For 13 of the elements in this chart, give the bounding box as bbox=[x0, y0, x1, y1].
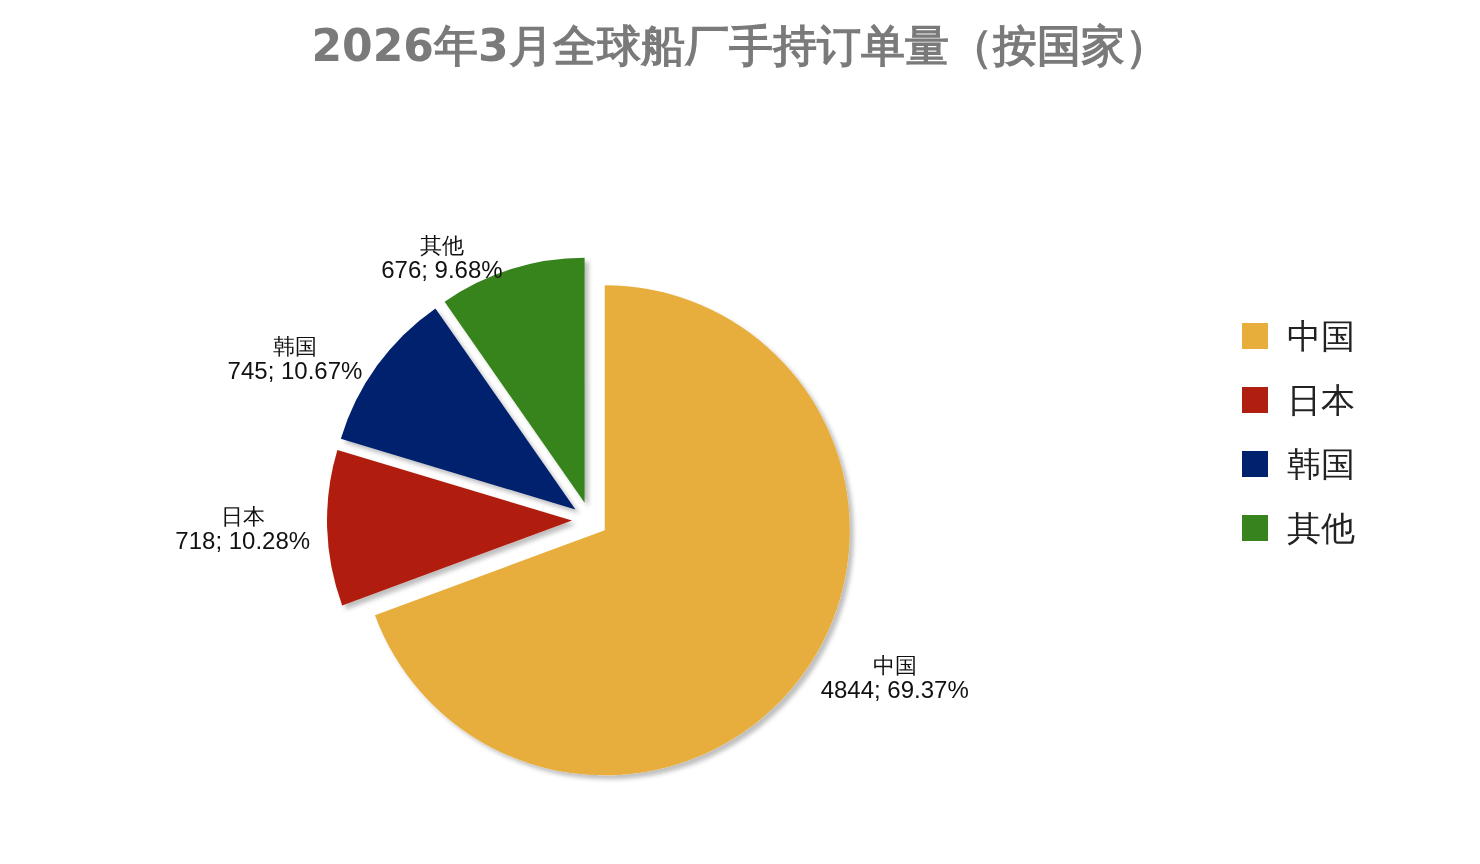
legend-label: 中国 bbox=[1287, 316, 1355, 356]
slice-label: 韩国 bbox=[272, 334, 317, 360]
legend-label: 其他 bbox=[1287, 508, 1355, 548]
chart-title: 2026年3月全球船厂手持订单量（按国家） bbox=[311, 19, 1169, 71]
slice-label: 其他 bbox=[419, 233, 464, 259]
data-label: 718; 10.28% bbox=[175, 526, 311, 554]
legend-label: 日本 bbox=[1287, 380, 1355, 420]
data-label: 4844; 69.37% bbox=[820, 675, 969, 703]
slice-label: 中国 bbox=[872, 652, 917, 678]
slice-label: 日本 bbox=[220, 503, 265, 529]
data-label: 676; 9.68% bbox=[381, 256, 503, 284]
legend-label: 韩国 bbox=[1287, 444, 1355, 484]
data-label: 745; 10.67% bbox=[227, 357, 363, 385]
